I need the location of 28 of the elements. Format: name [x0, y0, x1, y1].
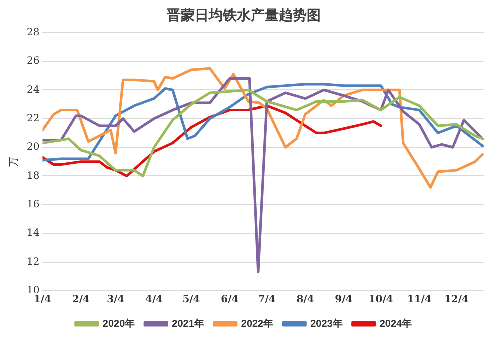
legend-label: 2023年	[310, 318, 343, 330]
x-tick-label: 8/4	[296, 294, 314, 306]
x-tick-label: 6/4	[221, 294, 239, 306]
legend-label: 2024年	[380, 318, 412, 330]
chart-title: 晋蒙日均铁水产量趋势图	[166, 7, 321, 24]
legend-label: 2021年	[172, 318, 204, 330]
x-tick-label: 7/4	[258, 294, 276, 306]
x-tick-label: 12/4	[444, 294, 470, 306]
y-tick-label: 18	[26, 170, 40, 182]
y-tick-label: 20	[26, 142, 40, 154]
legend-label: 2020年	[102, 318, 136, 330]
x-tick-label: 9/4	[335, 294, 353, 306]
x-tick-label: 1/4	[34, 294, 52, 306]
x-tick-label: 5/4	[182, 294, 200, 306]
y-axis-title: 万	[8, 156, 20, 167]
y-tick-label: 26	[26, 56, 40, 68]
x-tick-label: 11/4	[407, 294, 432, 306]
legend-label: 2022年	[241, 318, 274, 330]
x-tick-label: 2/4	[72, 294, 90, 306]
x-tick-label: 4/4	[145, 294, 164, 306]
y-tick-label: 22	[26, 113, 40, 124]
y-tick-label: 28	[26, 27, 40, 38]
y-tick-label: 24	[26, 84, 40, 96]
y-tick-label: 16	[26, 200, 40, 211]
x-tick-label: 3/4	[107, 294, 125, 306]
x-tick-label: 10/4	[368, 294, 394, 306]
y-tick-label: 14	[26, 228, 40, 240]
y-tick-label: 12	[26, 256, 40, 268]
